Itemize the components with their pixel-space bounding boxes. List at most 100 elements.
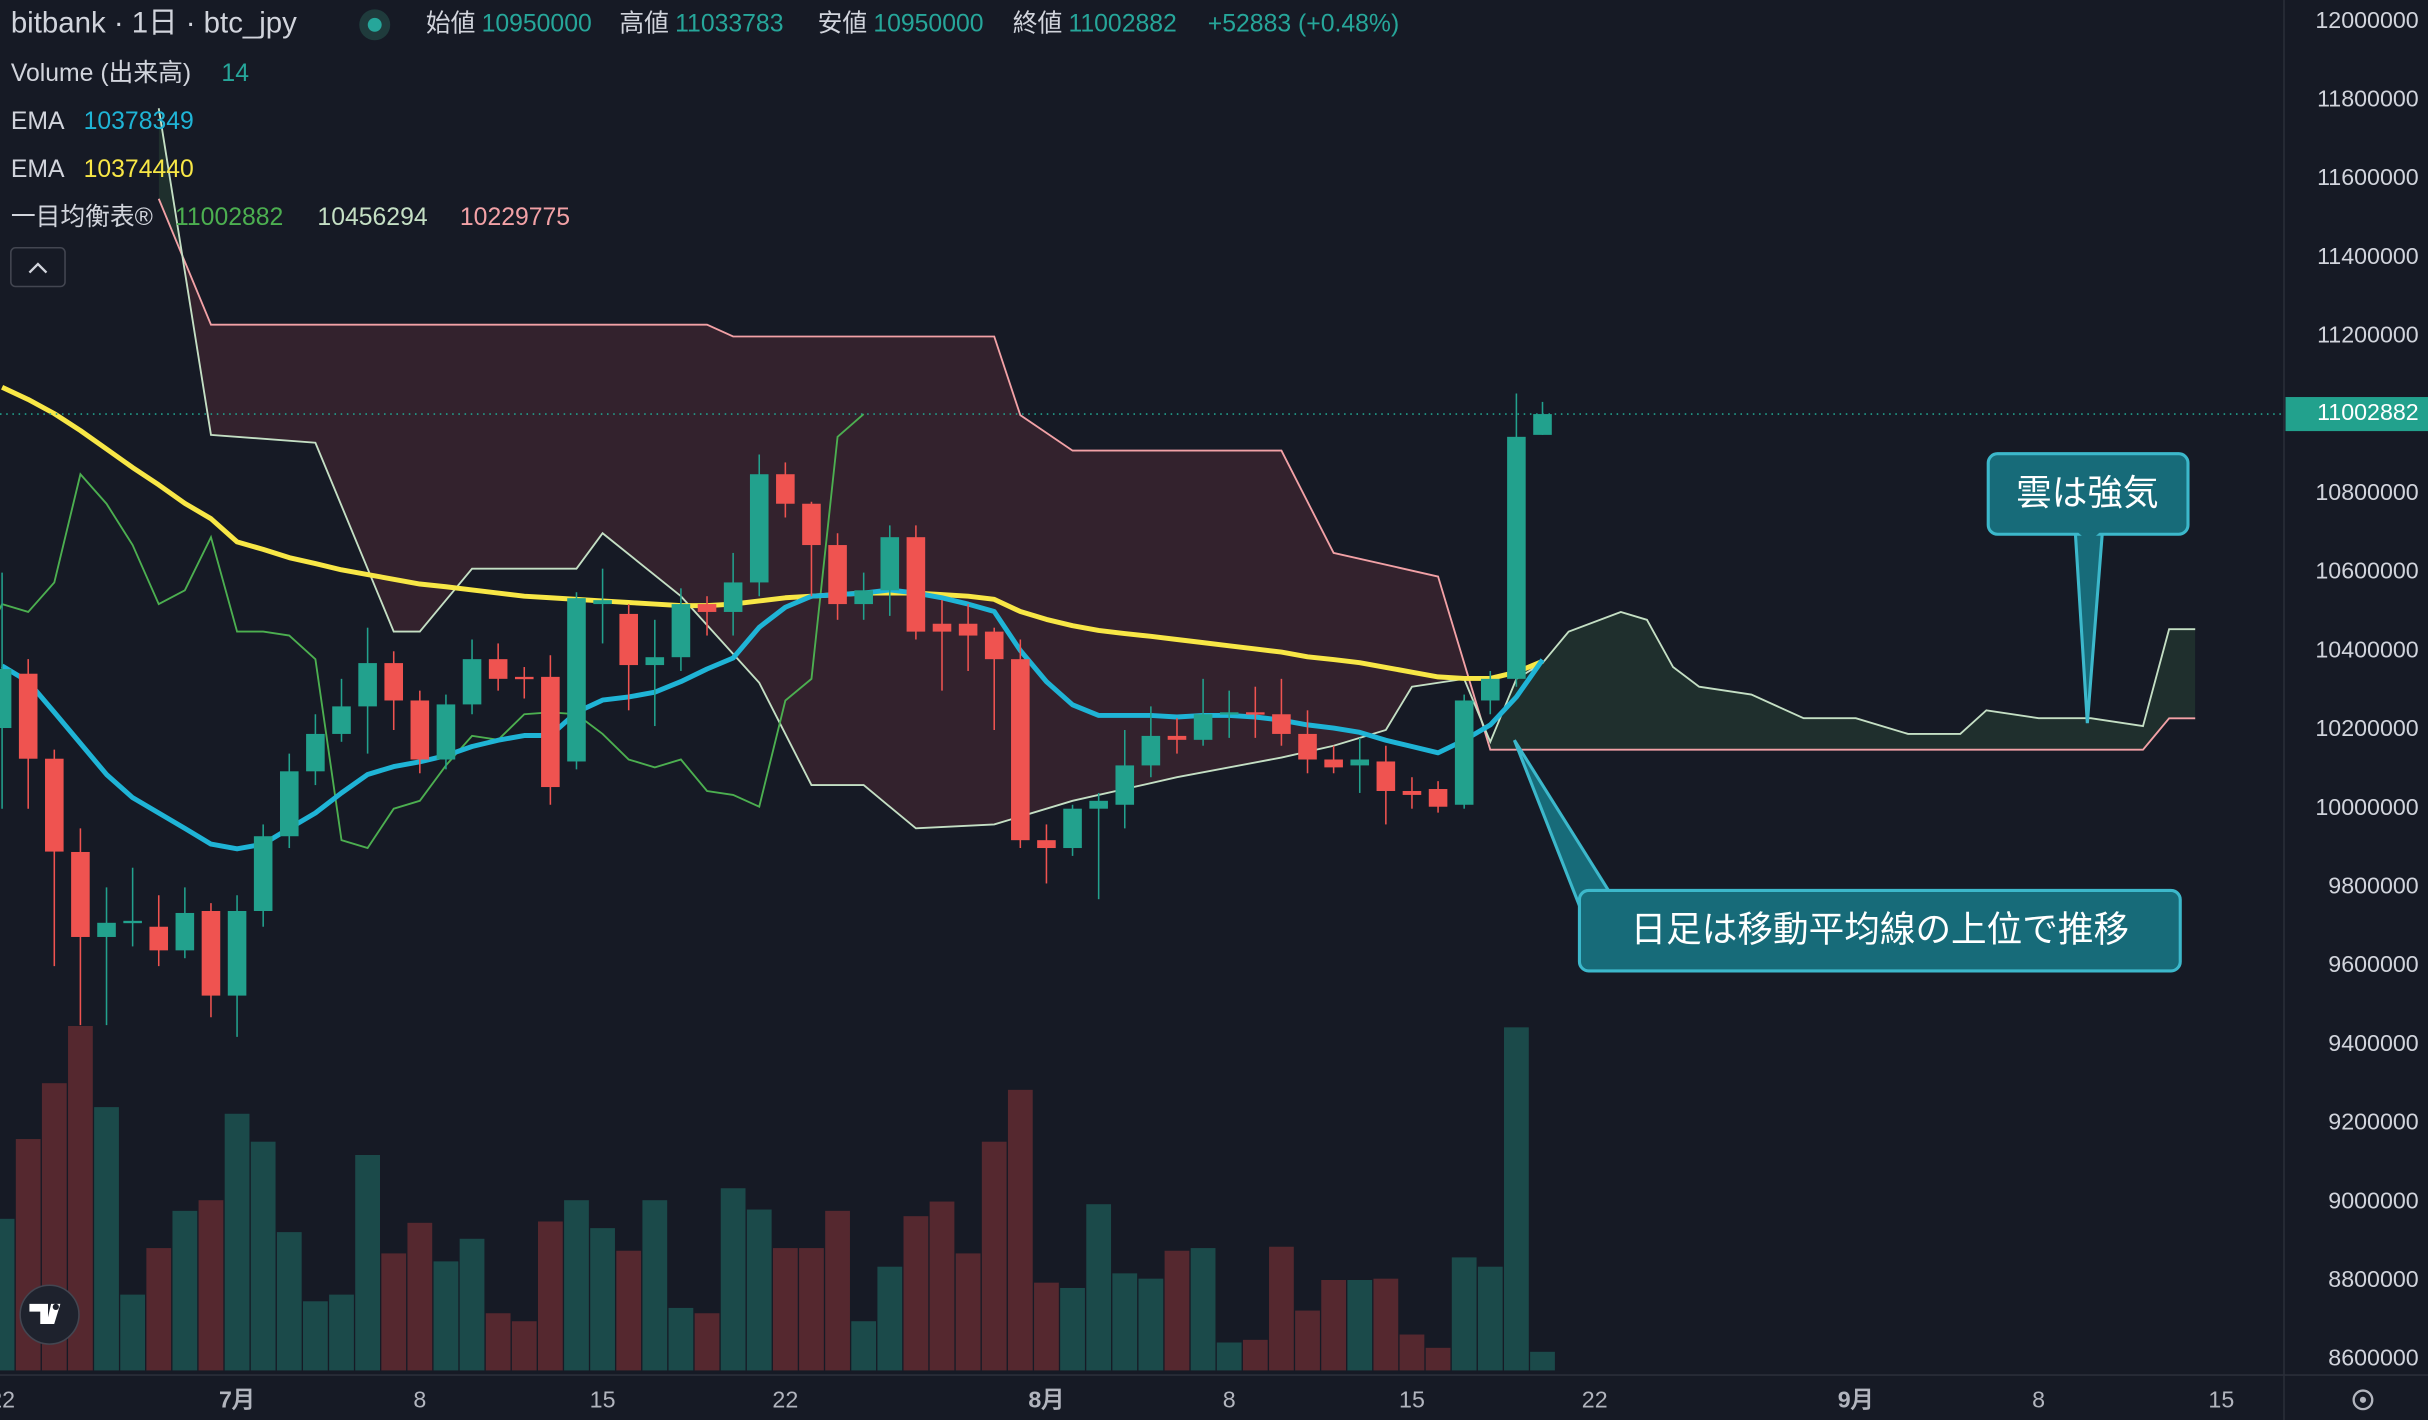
- y-tick-label: 11400000: [2317, 243, 2419, 269]
- volume-bar: [355, 1154, 380, 1371]
- y-tick-label: 9600000: [2328, 951, 2418, 977]
- y-tick-label: 11800000: [2317, 86, 2419, 112]
- candle-body: [854, 590, 873, 605]
- settings-icon[interactable]: [2352, 1389, 2374, 1411]
- y-tick-label: 10200000: [2315, 715, 2418, 741]
- volume-bar: [1034, 1282, 1059, 1371]
- volume-bar: [772, 1248, 798, 1371]
- y-tick-label: 8600000: [2328, 1345, 2418, 1371]
- volume-bar: [694, 1313, 720, 1371]
- close-label: 終値: [1013, 9, 1063, 37]
- annotation-seam: [1582, 893, 1605, 914]
- candle-body: [619, 613, 638, 666]
- y-tick-label: 12000000: [2315, 7, 2418, 33]
- volume-bar: [1216, 1342, 1242, 1371]
- x-tick-label: 22: [0, 1387, 15, 1413]
- volume-bar: [825, 1210, 850, 1371]
- symbol: bitbank · 1日 · btc_jpy: [11, 7, 297, 40]
- volume-bar: [485, 1313, 511, 1371]
- candle-body: [1402, 790, 1422, 795]
- candle-body: [45, 758, 64, 852]
- volume-bar: [381, 1253, 407, 1371]
- volume-bar: [1086, 1204, 1112, 1371]
- volume-bar: [1373, 1278, 1399, 1371]
- y-tick-label: 9800000: [2328, 873, 2418, 899]
- volume-bar: [120, 1294, 146, 1371]
- volume-bar: [616, 1250, 642, 1371]
- y-tick-label: 9400000: [2328, 1030, 2418, 1056]
- volume-bar: [224, 1113, 250, 1371]
- candle-body: [488, 659, 508, 679]
- candle-body: [1454, 700, 1474, 805]
- ema-legend-value: 10374440: [84, 156, 194, 183]
- volume-bar: [564, 1200, 589, 1371]
- candle-body: [123, 920, 142, 924]
- candle-body: [410, 700, 430, 760]
- volume-bar: [981, 1141, 1007, 1371]
- candle-body: [1272, 714, 1291, 734]
- ichimoku-span-b-value: 10229775: [460, 204, 570, 231]
- volume-bar: [590, 1228, 615, 1371]
- candle-body: [828, 545, 847, 605]
- candle-body: [749, 474, 769, 583]
- ema-legend-value: 10378349: [84, 108, 194, 135]
- candle-body: [358, 663, 377, 707]
- open-value: 10950000: [482, 10, 592, 37]
- last-price-tag: [2285, 397, 2428, 432]
- annotation-text: 雲は強気: [2016, 473, 2158, 513]
- candle-body: [541, 676, 560, 788]
- annotation: 雲は強気: [1986, 452, 2190, 724]
- candle-body: [201, 911, 221, 996]
- candle-body: [697, 604, 717, 612]
- volume-bar: [433, 1261, 459, 1371]
- annotation-box: [1577, 888, 2182, 973]
- y-tick-label: 9200000: [2328, 1109, 2418, 1135]
- volume-bar: [1451, 1257, 1477, 1371]
- y-tick-label: 8800000: [2328, 1266, 2418, 1292]
- candle-body: [1011, 659, 1030, 841]
- candle-body: [175, 912, 195, 951]
- collapse-button[interactable]: [10, 247, 66, 288]
- volume-bar: [303, 1301, 328, 1371]
- volume-bar: [537, 1221, 563, 1371]
- volume-bar: [407, 1222, 433, 1371]
- candle-body: [1507, 436, 1526, 679]
- volume-bar: [1399, 1334, 1425, 1371]
- annotation-seam: [2076, 531, 2102, 542]
- candle-body: [723, 582, 743, 612]
- candle-body: [1141, 735, 1161, 766]
- volume-bar: [250, 1141, 276, 1371]
- volume-bar: [1007, 1089, 1033, 1371]
- volume-bar: [851, 1321, 877, 1371]
- candle-body: [514, 676, 534, 680]
- collapse-icon: [28, 262, 48, 274]
- candle-body: [776, 474, 795, 504]
- x-tick-label: 8月: [1028, 1387, 1064, 1413]
- volume-bar: [1295, 1310, 1320, 1371]
- candle-body: [306, 733, 325, 772]
- x-tick-label: 22: [1582, 1387, 1608, 1413]
- candle-body: [97, 922, 116, 937]
- candle-body: [279, 771, 299, 837]
- volume-bar: [1164, 1250, 1190, 1371]
- x-tick-label: 22: [772, 1387, 798, 1413]
- ichimoku-span-a-value: 10456294: [317, 204, 427, 231]
- ichimoku-lagging-value: 11002882: [175, 204, 283, 231]
- ema-line: [1, 385, 1544, 681]
- x-tick-label: 8: [1223, 1387, 1236, 1413]
- volume-bar: [276, 1232, 302, 1371]
- x-tick-label: 8: [413, 1387, 426, 1413]
- candle-body: [932, 623, 952, 632]
- candle-body: [671, 604, 691, 658]
- y-tick-label: 10400000: [2315, 636, 2418, 662]
- volume-bar: [955, 1253, 981, 1371]
- candle-body: [1324, 759, 1343, 768]
- candle-body: [71, 851, 90, 937]
- volume-bar: [1504, 1027, 1529, 1371]
- candle-body: [1428, 789, 1448, 807]
- x-tick-label: 7月: [219, 1387, 255, 1413]
- volume-bar: [329, 1294, 354, 1371]
- candle-body: [645, 657, 665, 666]
- x-tick-label: 15: [590, 1387, 616, 1413]
- volume-bar: [511, 1321, 537, 1371]
